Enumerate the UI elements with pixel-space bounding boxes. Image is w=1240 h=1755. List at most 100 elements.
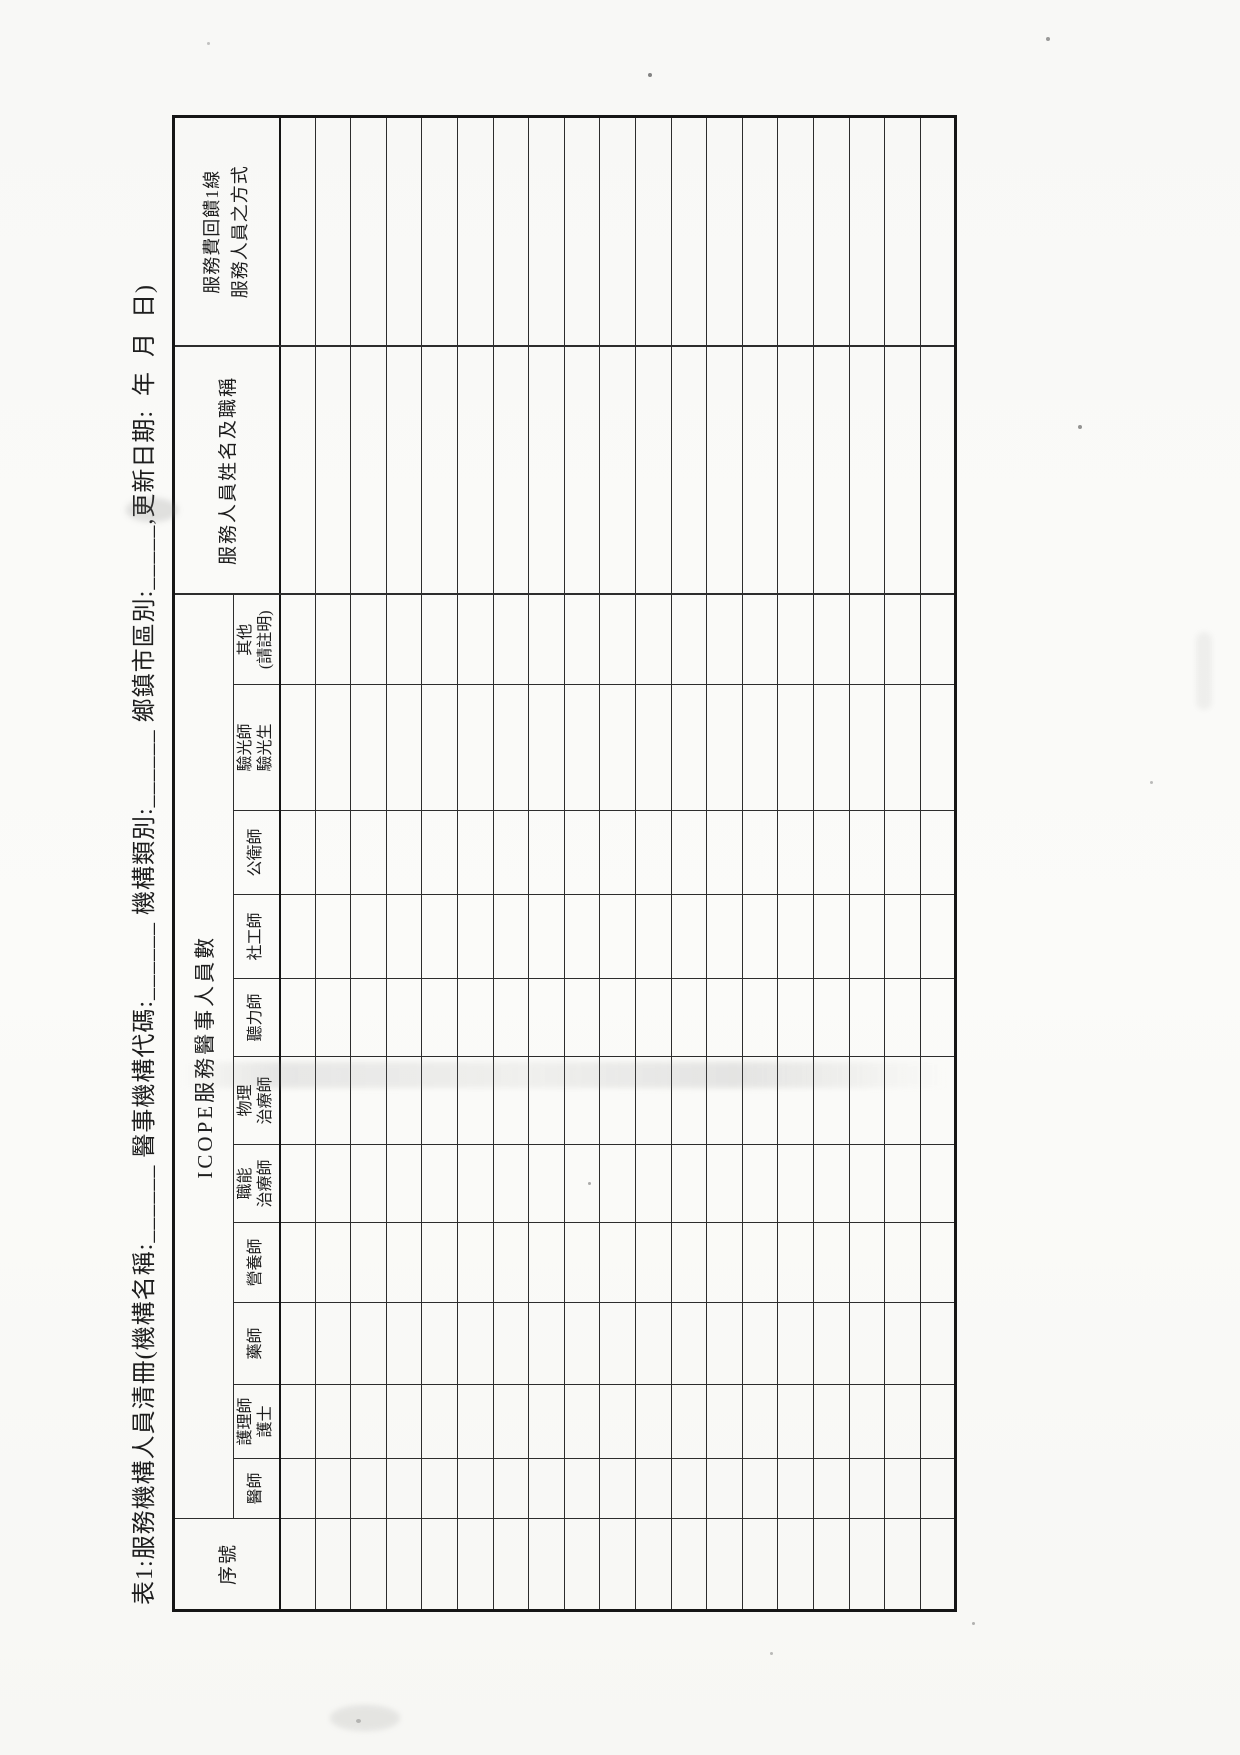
grid-cell-empty xyxy=(742,116,778,347)
grid-cell-empty xyxy=(813,1222,849,1303)
grid-cell-empty xyxy=(279,1056,316,1145)
grid-cell-empty xyxy=(777,1384,814,1459)
grid-cell-empty xyxy=(599,978,636,1057)
grid-cell-empty xyxy=(564,978,600,1057)
grid-cell-empty xyxy=(493,1458,529,1519)
grid-row xyxy=(671,116,707,1611)
grid-cell-empty xyxy=(849,1144,885,1223)
grid-cell-empty xyxy=(777,346,814,595)
grid-cell-empty xyxy=(279,1222,316,1303)
grid-cell-empty xyxy=(421,1384,458,1459)
grid-cell-empty xyxy=(884,684,921,811)
grid-cell-empty xyxy=(920,1384,956,1459)
grid-cell-empty xyxy=(849,894,885,979)
grid-cell-empty xyxy=(884,346,921,595)
grid-cell-empty xyxy=(457,1222,494,1303)
grid-cell-empty xyxy=(457,978,494,1057)
grid-cell-empty xyxy=(706,346,743,595)
grid-cell-empty xyxy=(884,1518,921,1611)
grid-cell-empty xyxy=(742,1518,778,1611)
grid-cell-empty xyxy=(635,1222,672,1303)
grid-cell-empty xyxy=(706,978,743,1057)
col-group-header-icope-personnel-count: ICOPE服務醫事人員數 xyxy=(173,594,234,1519)
grid-cell-empty xyxy=(671,1056,707,1145)
grid-cell-empty xyxy=(777,594,814,685)
grid-cell-empty xyxy=(564,1056,600,1145)
grid-cell-empty xyxy=(564,346,600,595)
grid-cell-empty xyxy=(813,978,849,1057)
grid-row xyxy=(386,116,422,1611)
grid-cell-empty xyxy=(635,346,672,595)
grid-cell-empty xyxy=(457,684,494,811)
grid-cell-empty xyxy=(350,594,387,685)
grid-cell-empty xyxy=(457,1458,494,1519)
grid-cell-empty xyxy=(386,1144,422,1223)
table-body xyxy=(279,116,956,1611)
grid-row xyxy=(350,116,387,1611)
grid-row xyxy=(457,116,494,1611)
grid-cell-empty xyxy=(813,1458,849,1519)
grid-cell-empty xyxy=(884,1222,921,1303)
grid-cell-empty xyxy=(884,594,921,685)
grid-cell-empty xyxy=(777,684,814,811)
col-header-public-health-specialist: 公衛師 xyxy=(233,810,280,895)
grid-cell-empty xyxy=(421,978,458,1057)
grid-cell-empty xyxy=(528,1458,565,1519)
grid-cell-empty xyxy=(350,1144,387,1223)
grid-cell-empty xyxy=(279,1384,316,1459)
grid-cell-empty xyxy=(742,1056,778,1145)
grid-cell-empty xyxy=(920,1056,956,1145)
grid-cell-empty xyxy=(457,346,494,595)
grid-cell-empty xyxy=(813,1144,849,1223)
grid-cell-empty xyxy=(884,116,921,347)
grid-cell-empty xyxy=(706,1056,743,1145)
grid-cell-empty xyxy=(813,894,849,979)
grid-cell-empty xyxy=(457,1518,494,1611)
grid-cell-empty xyxy=(386,1056,422,1145)
col-header-physical-therapist: 物理 治療師 xyxy=(233,1056,280,1145)
grid-cell-empty xyxy=(279,684,316,811)
grid-cell-empty xyxy=(920,346,956,595)
grid-cell-empty xyxy=(279,346,316,595)
grid-cell-empty xyxy=(884,1144,921,1223)
col-header-nurse: 護理師 護士 xyxy=(233,1384,280,1459)
grid-cell-empty xyxy=(528,1056,565,1145)
grid-cell-empty xyxy=(777,978,814,1057)
grid-cell-empty xyxy=(635,894,672,979)
grid-cell-empty xyxy=(777,1518,814,1611)
grid-cell-empty xyxy=(742,1384,778,1459)
col-header-other: 其他 (請註明) xyxy=(233,594,280,685)
grid-cell-empty xyxy=(849,1458,885,1519)
grid-cell-empty xyxy=(777,1056,814,1145)
grid-row xyxy=(421,116,458,1611)
grid-cell-empty xyxy=(493,894,529,979)
grid-cell-empty xyxy=(564,1222,600,1303)
grid-cell-empty xyxy=(742,894,778,979)
grid-cell-empty xyxy=(599,1384,636,1459)
grid-row xyxy=(635,116,672,1611)
grid-cell-empty xyxy=(315,1458,351,1519)
grid-cell-empty xyxy=(599,684,636,811)
grid-cell-empty xyxy=(777,1458,814,1519)
grid-cell-empty xyxy=(742,1144,778,1223)
grid-cell-empty xyxy=(884,894,921,979)
grid-cell-empty xyxy=(279,1144,316,1223)
grid-cell-empty xyxy=(742,1458,778,1519)
grid-cell-empty xyxy=(599,1302,636,1385)
grid-cell-empty xyxy=(386,684,422,811)
grid-cell-empty xyxy=(671,684,707,811)
grid-cell-empty xyxy=(315,594,351,685)
grid-cell-empty xyxy=(635,978,672,1057)
grid-cell-empty xyxy=(849,346,885,595)
grid-cell-empty xyxy=(386,1302,422,1385)
grid-row xyxy=(564,116,600,1611)
col-header-audiologist: 聽力師 xyxy=(233,978,280,1057)
grid-cell-empty xyxy=(706,1222,743,1303)
grid-cell-empty xyxy=(528,1302,565,1385)
grid-cell-empty xyxy=(421,1222,458,1303)
grid-cell-empty xyxy=(777,810,814,895)
grid-cell-empty xyxy=(457,1144,494,1223)
grid-cell-empty xyxy=(706,1518,743,1611)
grid-cell-empty xyxy=(777,1302,814,1385)
